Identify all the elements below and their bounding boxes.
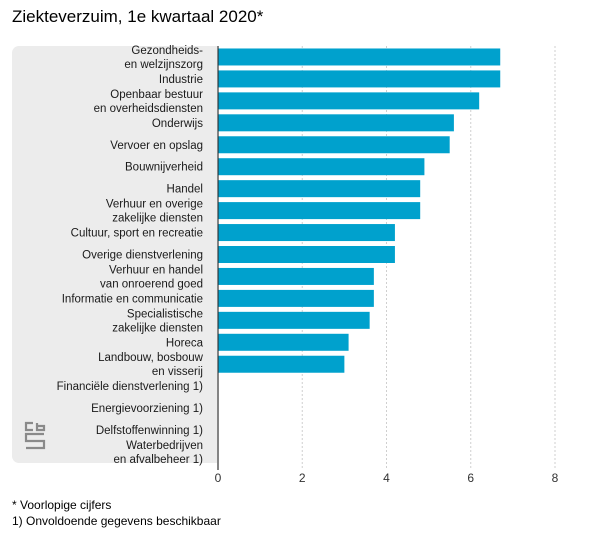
bar <box>218 114 454 132</box>
footnotes: * Voorlopige cijfers 1) Onvoldoende gege… <box>12 497 221 529</box>
category-label: Verhuur en handel <box>109 264 203 276</box>
category-label: en visserij <box>152 366 203 378</box>
bar <box>218 355 345 373</box>
category-label: Landbouw, bosbouw <box>98 352 204 364</box>
footnote-insufficient-data: 1) Onvoldoende gegevens beschikbaar <box>12 514 221 528</box>
category-label: Onderwijs <box>152 118 203 130</box>
category-label: zakelijke diensten <box>112 213 203 225</box>
category-label: Informatie en communicatie <box>62 293 203 305</box>
x-tick-label: 4 <box>383 471 390 485</box>
category-label: Waterbedrijven <box>126 440 203 452</box>
category-label: Specialistische <box>127 308 203 320</box>
bar <box>218 333 349 351</box>
chart-title: Ziekteverzuim, 1e kwartaal 2020* <box>12 7 264 26</box>
category-label: Bouwnijverheid <box>125 162 203 174</box>
category-label: Openbaar bestuur <box>110 89 203 101</box>
category-label: Verhuur en overige <box>106 199 203 211</box>
category-label: en overheidsdiensten <box>94 103 203 115</box>
bar <box>218 267 374 285</box>
x-tick-label: 6 <box>467 471 474 485</box>
category-label-panel <box>12 46 217 463</box>
bar <box>218 92 480 110</box>
bar <box>218 70 501 88</box>
category-label: Vervoer en opslag <box>110 140 203 152</box>
category-label: Cultuur, sport en recreatie <box>71 228 203 240</box>
category-label: en afvalbeheer 1) <box>113 454 203 466</box>
category-label: Overige dienstverlening <box>82 250 203 262</box>
x-tick-label: 2 <box>299 471 306 485</box>
footnote-preliminary: * Voorlopige cijfers <box>12 498 112 512</box>
category-label: zakelijke diensten <box>112 322 203 334</box>
category-label: Delfstoffenwinning 1) <box>96 425 203 437</box>
x-tick-label: 0 <box>215 471 222 485</box>
x-tick-label: 8 <box>552 471 559 485</box>
bar <box>218 180 421 198</box>
bar <box>218 246 395 263</box>
category-label: Horeca <box>166 337 204 349</box>
bar <box>218 311 370 329</box>
bar <box>218 136 450 154</box>
category-label: Gezondheids- <box>131 45 203 57</box>
cbs-logo-icon <box>24 421 46 450</box>
category-label: Handel <box>167 184 203 196</box>
category-label: Financiële dienstverlening 1) <box>57 381 204 393</box>
bar <box>218 202 421 220</box>
category-label: van onroerend goed <box>100 278 203 290</box>
bar <box>218 48 501 66</box>
bar <box>218 289 374 307</box>
category-label: en welzijnszorg <box>124 59 203 71</box>
category-label: Industrie <box>159 74 203 86</box>
category-label: Energievoorziening 1) <box>91 403 203 415</box>
bar <box>218 224 395 242</box>
bar <box>218 158 425 176</box>
